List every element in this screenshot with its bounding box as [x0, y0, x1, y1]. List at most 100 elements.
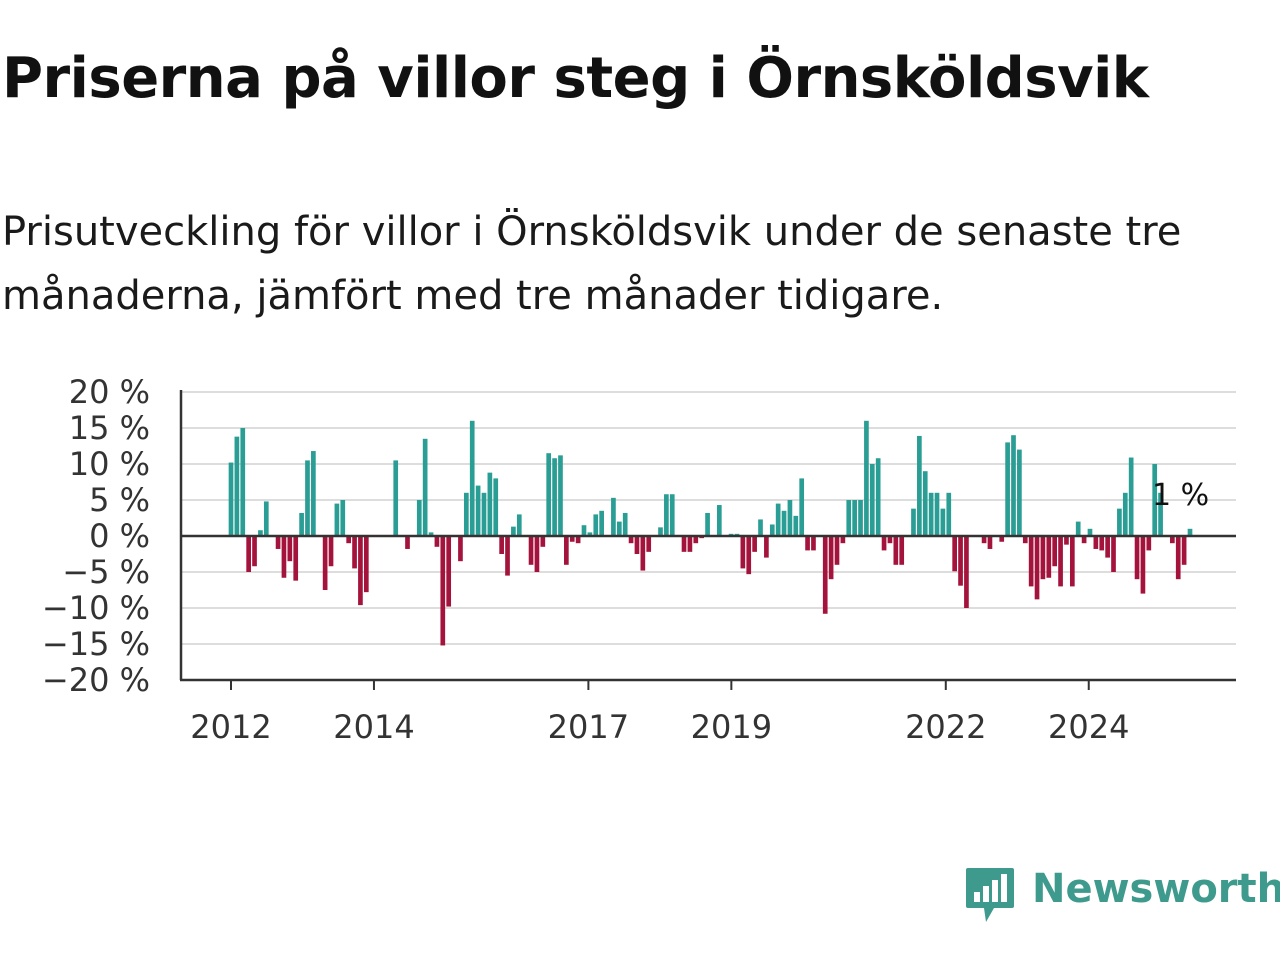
bar [793, 515, 799, 536]
bar [1128, 457, 1134, 536]
bar [1170, 536, 1175, 544]
bar [405, 536, 410, 549]
bar [858, 500, 863, 536]
bar [1034, 536, 1040, 600]
axes [179, 390, 1236, 682]
bar [740, 536, 746, 569]
bar [334, 503, 340, 536]
bar [1017, 449, 1022, 536]
bar [822, 536, 828, 614]
bar [681, 536, 687, 552]
bar [240, 428, 246, 536]
bar [917, 435, 922, 536]
bar [781, 510, 787, 536]
bar [881, 536, 887, 551]
bar [1046, 536, 1052, 578]
chart-title: Priserna på villor steg i Örnsköldsvik [2, 46, 1149, 111]
x-tick-label: 2014 [333, 708, 414, 746]
bar [646, 536, 652, 552]
x-tick-label: 2012 [190, 708, 271, 746]
bar [940, 508, 946, 536]
bar [834, 536, 840, 565]
bar [1140, 536, 1146, 594]
bar [669, 494, 675, 536]
bar [263, 501, 269, 536]
bar [764, 536, 769, 558]
bar [687, 536, 693, 552]
bar [758, 519, 763, 536]
bar [640, 536, 646, 571]
bar [846, 500, 852, 536]
bar [569, 536, 575, 542]
bar [928, 492, 934, 536]
bar [628, 536, 634, 544]
bar [505, 536, 510, 576]
bar [1152, 464, 1158, 536]
bar [769, 524, 775, 536]
bar [616, 521, 622, 536]
bar [1181, 536, 1187, 565]
bar-chart: 20 %15 %10 %5 %0 %−5 %−10 %−15 %−20 % 20… [42, 373, 1236, 746]
bar [864, 420, 869, 536]
bar [1011, 435, 1016, 536]
bar [516, 514, 522, 536]
bar [1028, 536, 1034, 587]
bar [458, 536, 463, 562]
bar [1146, 536, 1152, 551]
bar [1052, 536, 1058, 567]
y-tick-label: 0 % [89, 517, 150, 555]
bar [511, 526, 516, 536]
bar [869, 464, 875, 536]
bar [234, 436, 240, 536]
bar [281, 536, 287, 578]
bar [575, 536, 581, 544]
bar [787, 500, 793, 536]
bar [1064, 536, 1069, 545]
bar [840, 536, 846, 544]
bar [464, 492, 469, 536]
bar [599, 510, 604, 536]
bar [499, 536, 504, 554]
bar [887, 536, 893, 544]
bar [422, 438, 428, 536]
bar [534, 536, 540, 572]
bar [611, 497, 616, 536]
bar [358, 536, 363, 606]
bar [1099, 536, 1105, 551]
bar [811, 536, 816, 551]
bar [964, 536, 969, 608]
bar [899, 536, 905, 565]
bar [363, 536, 369, 593]
bar [446, 536, 452, 607]
x-tick-label: 2024 [1048, 708, 1129, 746]
bar [746, 536, 752, 575]
bar [1122, 492, 1128, 536]
bars [228, 420, 1193, 646]
bar [493, 478, 499, 536]
bar [246, 536, 251, 572]
bar [293, 536, 299, 581]
last-value-label: 1 % [1152, 478, 1209, 513]
bar [1069, 536, 1075, 587]
bar [1093, 536, 1099, 549]
bar [252, 536, 257, 567]
chart-subtitle: Prisutveckling för villor i Örnsköldsvik… [2, 209, 1182, 319]
bar [540, 536, 546, 547]
newsworthy-wordmark: Newsworthy [1032, 866, 1280, 912]
bar [1075, 521, 1081, 536]
bar [999, 536, 1005, 542]
bar [1158, 492, 1163, 536]
bar [1058, 536, 1063, 587]
bar [1087, 528, 1093, 536]
bar [658, 527, 663, 536]
x-tick-label: 2022 [905, 708, 986, 746]
bar [622, 512, 628, 536]
y-tick-label: −20 % [42, 661, 150, 699]
y-axis-labels: 20 %15 %10 %5 %0 %−5 %−10 %−15 %−20 % [42, 373, 150, 699]
y-tick-label: −15 % [42, 625, 150, 663]
y-tick-label: 15 % [69, 409, 150, 447]
bar [1040, 536, 1046, 580]
bar [987, 536, 993, 549]
newsworthy-logo: Newsworthy [964, 864, 1280, 928]
bar [305, 460, 310, 536]
